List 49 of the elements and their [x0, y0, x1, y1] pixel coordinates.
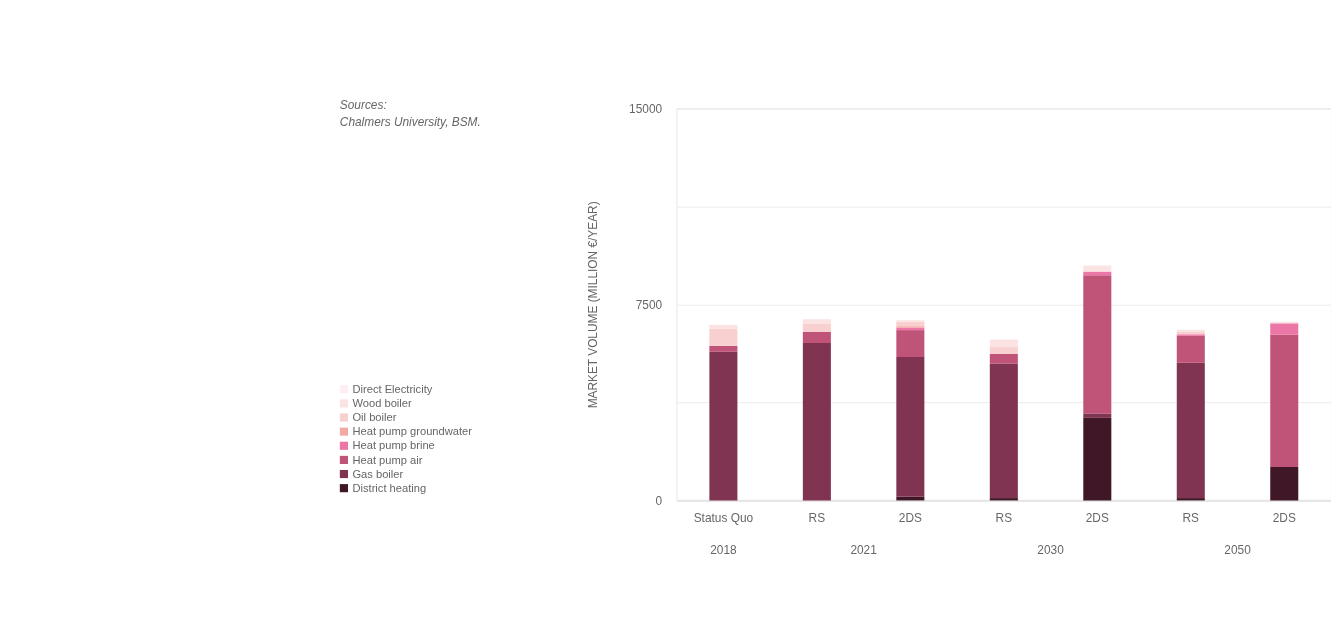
bar [989, 347, 1018, 354]
bar [1083, 417, 1112, 501]
bar [1176, 335, 1205, 363]
text: Chalmers University, BSM. [339, 114, 481, 129]
y-tick-label: 7500 [635, 297, 663, 312]
text: 2030 [1037, 542, 1065, 557]
bar [1083, 275, 1112, 414]
x-tick-label: RS [1182, 511, 1200, 526]
text: 2018 [710, 542, 737, 557]
bar [896, 357, 925, 497]
legend-label: Heat pump groundwater [352, 425, 473, 438]
bar [1270, 466, 1299, 501]
y-tick-label: 15000 [629, 101, 663, 116]
x-tick-label: Status Quo [693, 511, 754, 526]
legend-label: Oil boiler [352, 411, 397, 424]
bar [896, 321, 925, 327]
x-tick-label: RS [995, 511, 1013, 526]
x-tick-label: 2DS [1085, 511, 1109, 526]
bar [1083, 413, 1112, 418]
text: 2050 [1224, 542, 1252, 557]
bar [802, 331, 831, 343]
bar [1083, 265, 1112, 272]
legend-label: Gas boiler [352, 467, 404, 480]
legend-label: District heating [352, 481, 427, 494]
legend-label: Heat pump air [352, 453, 423, 466]
y-tick-label: 0 [655, 493, 663, 508]
bar [1176, 362, 1205, 499]
bar [989, 363, 1018, 499]
bar [709, 351, 738, 501]
source-note: Sources: [339, 97, 387, 112]
y-axis-title: MARKET VOLUME (MILLION €/YEAR) [586, 201, 601, 409]
bar [802, 319, 831, 324]
bar [989, 353, 1018, 364]
x-tick-label: RS [808, 511, 826, 526]
x-tick-label: 2DS [1272, 511, 1296, 526]
bar [896, 330, 925, 358]
text: 2021 [850, 542, 878, 557]
bar [709, 328, 738, 346]
bar [1270, 334, 1299, 467]
bar [709, 345, 738, 352]
legend-label: Wood boiler [352, 397, 412, 410]
bar [802, 342, 831, 501]
bar [1270, 323, 1299, 335]
legend-label: Direct Electricity [352, 382, 433, 395]
bar [802, 323, 831, 332]
legend-label: Heat pump brine [352, 439, 435, 452]
bar [709, 324, 738, 329]
x-tick-label: 2DS [898, 511, 922, 526]
bar [989, 339, 1018, 348]
